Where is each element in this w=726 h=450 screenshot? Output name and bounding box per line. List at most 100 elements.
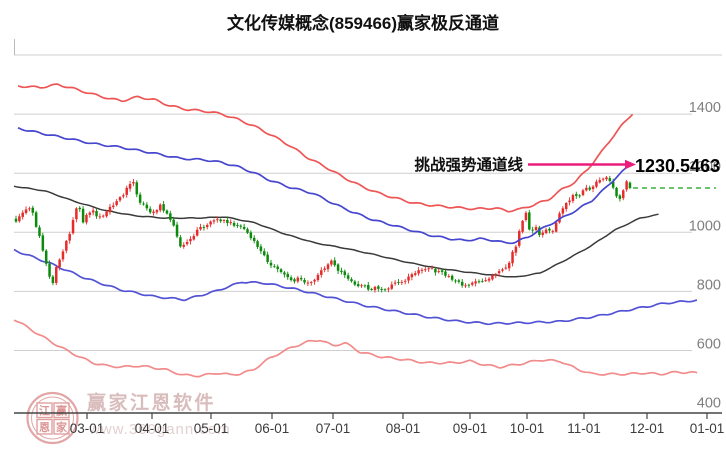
candle-body — [252, 237, 256, 241]
candle-body — [430, 268, 434, 270]
candle-body — [484, 280, 487, 282]
candle-body — [65, 240, 68, 251]
x-tick-label: 11-01 — [567, 421, 601, 436]
candle-body — [407, 276, 410, 281]
candle-body — [24, 209, 28, 213]
candle-body — [373, 286, 377, 291]
candle-body — [108, 206, 112, 213]
candle-body — [585, 187, 588, 191]
candle-body — [18, 216, 21, 222]
candle-body — [236, 225, 239, 226]
candle-body — [75, 208, 78, 220]
candle-body — [551, 230, 555, 232]
candle-body — [81, 208, 85, 223]
candle-body — [279, 269, 283, 273]
candle-body — [246, 229, 249, 233]
candle-body — [564, 203, 568, 209]
candle-body — [299, 278, 303, 280]
candle-body — [393, 282, 397, 284]
candle-body — [618, 195, 622, 199]
candle-body — [387, 288, 390, 290]
series-strong-channel-line-blue — [17, 127, 632, 245]
candle-body — [611, 181, 615, 188]
candle-body — [199, 226, 202, 230]
candle-body — [333, 260, 336, 266]
candle-body — [51, 276, 55, 284]
y-axis-label: 1200 — [689, 159, 721, 175]
candle-body — [44, 250, 48, 264]
x-tick-label: 08-01 — [386, 421, 421, 436]
seal-char: 江 — [39, 404, 50, 418]
candle-body — [390, 284, 394, 289]
candle-body — [28, 208, 31, 210]
candle-body — [205, 224, 209, 228]
candle-body — [360, 285, 363, 287]
seal-box — [53, 418, 70, 435]
seal-box — [36, 418, 53, 435]
annotation-group: 挑战强势通道线 1230.5463 — [414, 155, 720, 176]
candle-body — [269, 262, 273, 266]
candle-body — [263, 251, 266, 256]
candle-body — [628, 182, 632, 188]
candle-body — [202, 227, 206, 229]
candle-body — [518, 231, 521, 246]
watermark: 江 赢 恩 家 赢家江恩软件 www.360gann.com — [26, 391, 230, 445]
candle-body — [367, 284, 370, 290]
x-tick-label: 05-01 — [194, 421, 229, 436]
candle-body — [309, 282, 313, 284]
candle-body — [182, 244, 185, 247]
y-axis-label: 1400 — [689, 100, 721, 116]
candle-body — [179, 237, 182, 247]
candle-body — [306, 282, 310, 284]
candle-body — [605, 177, 608, 180]
candle-body — [383, 289, 387, 291]
candle-body — [450, 275, 454, 280]
candle-body — [283, 272, 286, 275]
candle-body — [98, 216, 102, 218]
candle-body — [55, 267, 58, 283]
candle-body — [138, 194, 142, 203]
candle-body — [38, 227, 41, 236]
candle-body — [323, 268, 326, 270]
candle-body — [256, 241, 259, 247]
x-tick-label: 01-01 — [690, 421, 725, 436]
x-tick-label: 03-01 — [70, 421, 105, 436]
candle-body — [501, 269, 504, 271]
candle-body — [400, 281, 404, 283]
series-life-line-black — [13, 185, 659, 278]
candle-body — [464, 285, 467, 287]
candle-body — [152, 211, 155, 214]
candle-body — [524, 212, 528, 221]
seal-box — [36, 402, 53, 419]
candle-body — [195, 229, 199, 236]
annotation-arrow-head — [625, 159, 636, 170]
candle-body — [209, 221, 212, 225]
candle-body — [132, 182, 135, 184]
candle-body — [122, 195, 125, 197]
candle-body — [229, 222, 232, 224]
candle-body — [95, 210, 98, 217]
axes: 03-01 04-01 05-01 06-01 07-01 08-01 09-01 10-01… — [14, 100, 724, 436]
candle-body — [598, 180, 602, 183]
candle-body — [273, 266, 276, 268]
candle-body — [313, 279, 316, 282]
candle-body — [31, 207, 35, 213]
candle-body — [454, 280, 457, 282]
candle-body — [101, 215, 105, 217]
candle-body — [595, 181, 598, 187]
candle-body — [336, 264, 340, 271]
candle-body — [491, 275, 494, 280]
candle-body — [162, 204, 165, 211]
chart-title: 文化传媒概念(859466)赢家极反通道 — [227, 13, 499, 33]
candle-body — [370, 289, 373, 290]
candle-body — [507, 262, 511, 269]
candle-body — [316, 274, 320, 281]
candle-body — [444, 271, 447, 276]
candle-body — [554, 222, 558, 232]
series-outer-weak-line-red — [13, 319, 698, 378]
candle-body — [410, 274, 414, 278]
candle-body — [142, 203, 145, 205]
candle-body — [343, 271, 347, 276]
